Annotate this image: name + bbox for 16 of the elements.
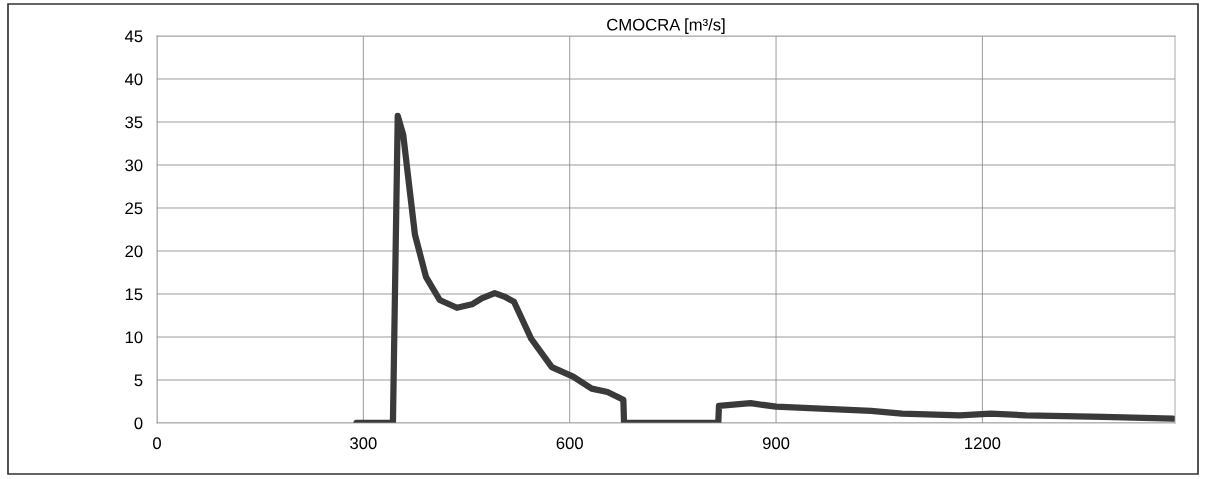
x-tick-label: 0 (153, 437, 161, 450)
x-tick-label: 600 (556, 437, 583, 450)
y-tick-label: 35 (125, 116, 143, 129)
y-tick-label: 15 (125, 288, 143, 301)
y-tick-label: 40 (124, 73, 143, 86)
x-tick-label: 300 (350, 437, 377, 450)
x-tick-label: 1200 (965, 437, 1001, 450)
y-tick-label: 5 (134, 374, 143, 387)
chart-title: CMOCRA [m³/s] (607, 18, 725, 34)
y-tick-label: 10 (125, 331, 143, 344)
y-tick-label: 25 (125, 202, 143, 215)
y-tick-label: 30 (125, 159, 143, 172)
y-tick-label: 20 (125, 245, 143, 258)
y-tick-label: 45 (124, 30, 143, 43)
x-tick-label: 900 (762, 437, 790, 450)
y-tick-label: 0 (134, 417, 143, 430)
